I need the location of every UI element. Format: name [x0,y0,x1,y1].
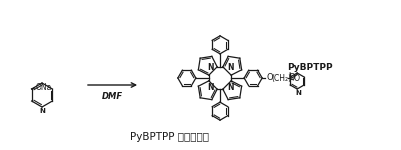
Text: N: N [227,63,233,72]
Text: PyBPTPP: PyBPTPP [287,63,333,72]
Text: N: N [227,84,233,93]
Text: ONa: ONa [36,82,52,91]
Text: N: N [207,84,213,93]
Text: PyBPTPP 的合成路线: PyBPTPP 的合成路线 [130,132,209,142]
Text: O: O [288,74,295,82]
Text: O: O [266,74,273,82]
Text: DMF: DMF [101,92,123,101]
Text: (CH₂)₄O: (CH₂)₄O [271,74,300,82]
Text: N: N [207,63,213,72]
Text: N: N [39,108,45,114]
Text: N: N [295,90,301,96]
